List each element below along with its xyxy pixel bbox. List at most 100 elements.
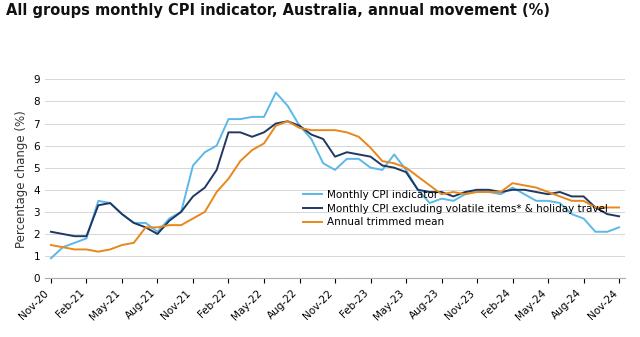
Monthly CPI excluding volatile items* & holiday travel [355,152,362,156]
Monthly CPI excluding volatile items* & holiday travel [83,234,90,238]
Annual trimmed mean [556,194,564,198]
Legend: Monthly CPI indicator, Monthly CPI excluding volatile items* & holiday travel, A: Monthly CPI indicator, Monthly CPI exclu… [303,190,608,227]
Monthly CPI excluding volatile items* & holiday travel [461,190,469,194]
Monthly CPI excluding volatile items* & holiday travel [367,155,374,159]
Monthly CPI excluding volatile items* & holiday travel [307,132,315,136]
Monthly CPI excluding volatile items* & holiday travel [485,188,493,192]
Monthly CPI excluding volatile items* & holiday travel [343,150,351,154]
Monthly CPI indicator [485,190,493,194]
Monthly CPI indicator [142,221,150,225]
Annual trimmed mean [591,206,599,210]
Monthly CPI excluding volatile items* & holiday travel [130,221,138,225]
Monthly CPI indicator [201,150,209,154]
Annual trimmed mean [225,177,232,181]
Annual trimmed mean [106,247,114,251]
Annual trimmed mean [473,190,481,194]
Monthly CPI excluding volatile items* & holiday travel [604,212,611,216]
Monthly CPI excluding volatile items* & holiday travel [142,225,150,229]
Monthly CPI excluding volatile items* & holiday travel [296,124,303,128]
Annual trimmed mean [95,250,102,254]
Annual trimmed mean [509,181,516,185]
Monthly CPI indicator [509,186,516,190]
Annual trimmed mean [118,243,126,247]
Monthly CPI excluding volatile items* & holiday travel [154,232,161,236]
Monthly CPI excluding volatile items* & holiday travel [225,130,232,134]
Monthly CPI indicator [71,241,79,245]
Monthly CPI indicator [319,161,327,165]
Annual trimmed mean [532,186,540,190]
Annual trimmed mean [237,159,244,163]
Annual trimmed mean [449,190,457,194]
Annual trimmed mean [497,190,504,194]
Annual trimmed mean [213,190,221,194]
Monthly CPI excluding volatile items* & holiday travel [568,194,575,198]
Annual trimmed mean [83,247,90,251]
Annual trimmed mean [130,241,138,245]
Annual trimmed mean [331,128,339,132]
Annual trimmed mean [580,199,588,203]
Monthly CPI indicator [225,117,232,121]
Annual trimmed mean [71,247,79,251]
Monthly CPI indicator [331,168,339,172]
Annual trimmed mean [260,142,268,146]
Annual trimmed mean [343,130,351,134]
Annual trimmed mean [615,206,623,210]
Monthly CPI excluding volatile items* & holiday travel [118,212,126,216]
Annual trimmed mean [189,216,197,220]
Monthly CPI indicator [284,104,291,108]
Monthly CPI indicator [520,192,528,196]
Annual trimmed mean [544,190,552,194]
Monthly CPI indicator [367,166,374,170]
Annual trimmed mean [390,161,398,165]
Annual trimmed mean [604,206,611,210]
Annual trimmed mean [166,223,173,227]
Monthly CPI excluding volatile items* & holiday travel [544,192,552,196]
Monthly CPI indicator [95,199,102,203]
Annual trimmed mean [485,190,493,194]
Annual trimmed mean [568,199,575,203]
Line: Annual trimmed mean: Annual trimmed mean [51,121,619,252]
Monthly CPI indicator [177,210,185,214]
Monthly CPI indicator [580,216,588,220]
Annual trimmed mean [248,148,256,152]
Annual trimmed mean [426,183,433,187]
Monthly CPI excluding volatile items* & holiday travel [378,163,386,167]
Monthly CPI excluding volatile items* & holiday travel [449,194,457,198]
Monthly CPI excluding volatile items* & holiday travel [520,188,528,192]
Monthly CPI excluding volatile items* & holiday travel [497,190,504,194]
Monthly CPI indicator [166,216,173,220]
Monthly CPI excluding volatile items* & holiday travel [47,230,55,234]
Monthly CPI indicator [355,157,362,161]
Monthly CPI indicator [591,230,599,234]
Monthly CPI excluding volatile items* & holiday travel [473,188,481,192]
Monthly CPI excluding volatile items* & holiday travel [237,130,244,134]
Monthly CPI excluding volatile items* & holiday travel [426,190,433,194]
Monthly CPI excluding volatile items* & holiday travel [509,188,516,192]
Monthly CPI indicator [544,199,552,203]
Monthly CPI excluding volatile items* & holiday travel [580,194,588,198]
Monthly CPI indicator [497,192,504,196]
Annual trimmed mean [177,223,185,227]
Monthly CPI indicator [260,115,268,119]
Monthly CPI excluding volatile items* & holiday travel [438,190,445,194]
Monthly CPI indicator [390,152,398,156]
Monthly CPI indicator [402,168,410,172]
Monthly CPI excluding volatile items* & holiday travel [319,137,327,141]
Annual trimmed mean [142,225,150,229]
Monthly CPI excluding volatile items* & holiday travel [248,135,256,139]
Monthly CPI indicator [307,137,315,141]
Monthly CPI indicator [615,225,623,229]
Monthly CPI indicator [59,245,67,249]
Monthly CPI excluding volatile items* & holiday travel [284,119,291,123]
Annual trimmed mean [367,146,374,150]
Monthly CPI excluding volatile items* & holiday travel [106,201,114,205]
Monthly CPI excluding volatile items* & holiday travel [71,234,79,238]
Line: Monthly CPI indicator: Monthly CPI indicator [51,93,619,258]
Monthly CPI excluding volatile items* & holiday travel [59,232,67,236]
Monthly CPI indicator [154,230,161,234]
Monthly CPI indicator [248,115,256,119]
Monthly CPI indicator [438,196,445,201]
Monthly CPI indicator [343,157,351,161]
Monthly CPI excluding volatile items* & holiday travel [166,219,173,223]
Annual trimmed mean [378,159,386,163]
